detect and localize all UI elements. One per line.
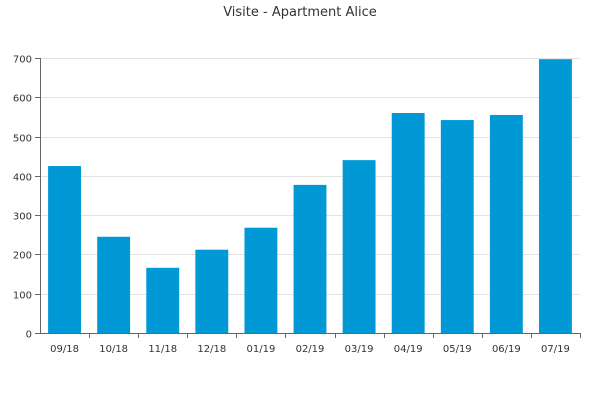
y-tick-label-100: 100 <box>13 291 32 302</box>
x-tick-label-04/19: 04/19 <box>394 344 423 355</box>
bar-04/19 <box>391 113 425 333</box>
bar-05/19 <box>440 120 474 333</box>
bar-11/18 <box>146 267 180 333</box>
y-tick-label-200: 200 <box>13 251 32 262</box>
x-tick-label-10/18: 10/18 <box>99 344 128 355</box>
x-tick-label-09/18: 09/18 <box>50 344 79 355</box>
chart-title: Visite - Apartment Alice <box>223 5 377 20</box>
y-tick-label-700: 700 <box>13 55 32 66</box>
bar-06/19 <box>489 114 523 334</box>
x-tick-label-02/19: 02/19 <box>296 344 325 355</box>
x-tick-label-07/19: 07/19 <box>541 344 570 355</box>
x-tick-label-01/19: 01/19 <box>246 344 275 355</box>
x-tick-label-03/19: 03/19 <box>345 344 374 355</box>
bar-01/19 <box>244 227 278 333</box>
y-tick-label-400: 400 <box>13 173 32 184</box>
bar-12/18 <box>195 249 229 333</box>
x-tick-label-05/19: 05/19 <box>443 344 472 355</box>
y-tick-label-500: 500 <box>13 134 32 145</box>
y-tick-label-300: 300 <box>13 212 32 223</box>
axes <box>35 58 581 338</box>
tick-labels: 0 100 200 300 400 500 600 700 09/18 10/18 11/18 12/… <box>13 55 570 356</box>
y-tick-label-0: 0 <box>26 330 32 341</box>
x-tick-label-06/19: 06/19 <box>492 344 521 355</box>
bars <box>48 59 572 334</box>
x-tick-label-12/18: 12/18 <box>197 344 226 355</box>
bar-10/18 <box>97 236 131 333</box>
x-tick-label-11/18: 11/18 <box>148 344 177 355</box>
bar-03/19 <box>342 160 376 333</box>
bar-02/19 <box>293 184 327 333</box>
y-tick-label-600: 600 <box>13 94 32 105</box>
bar-09/18 <box>48 166 81 333</box>
bar-07/19 <box>539 59 572 334</box>
